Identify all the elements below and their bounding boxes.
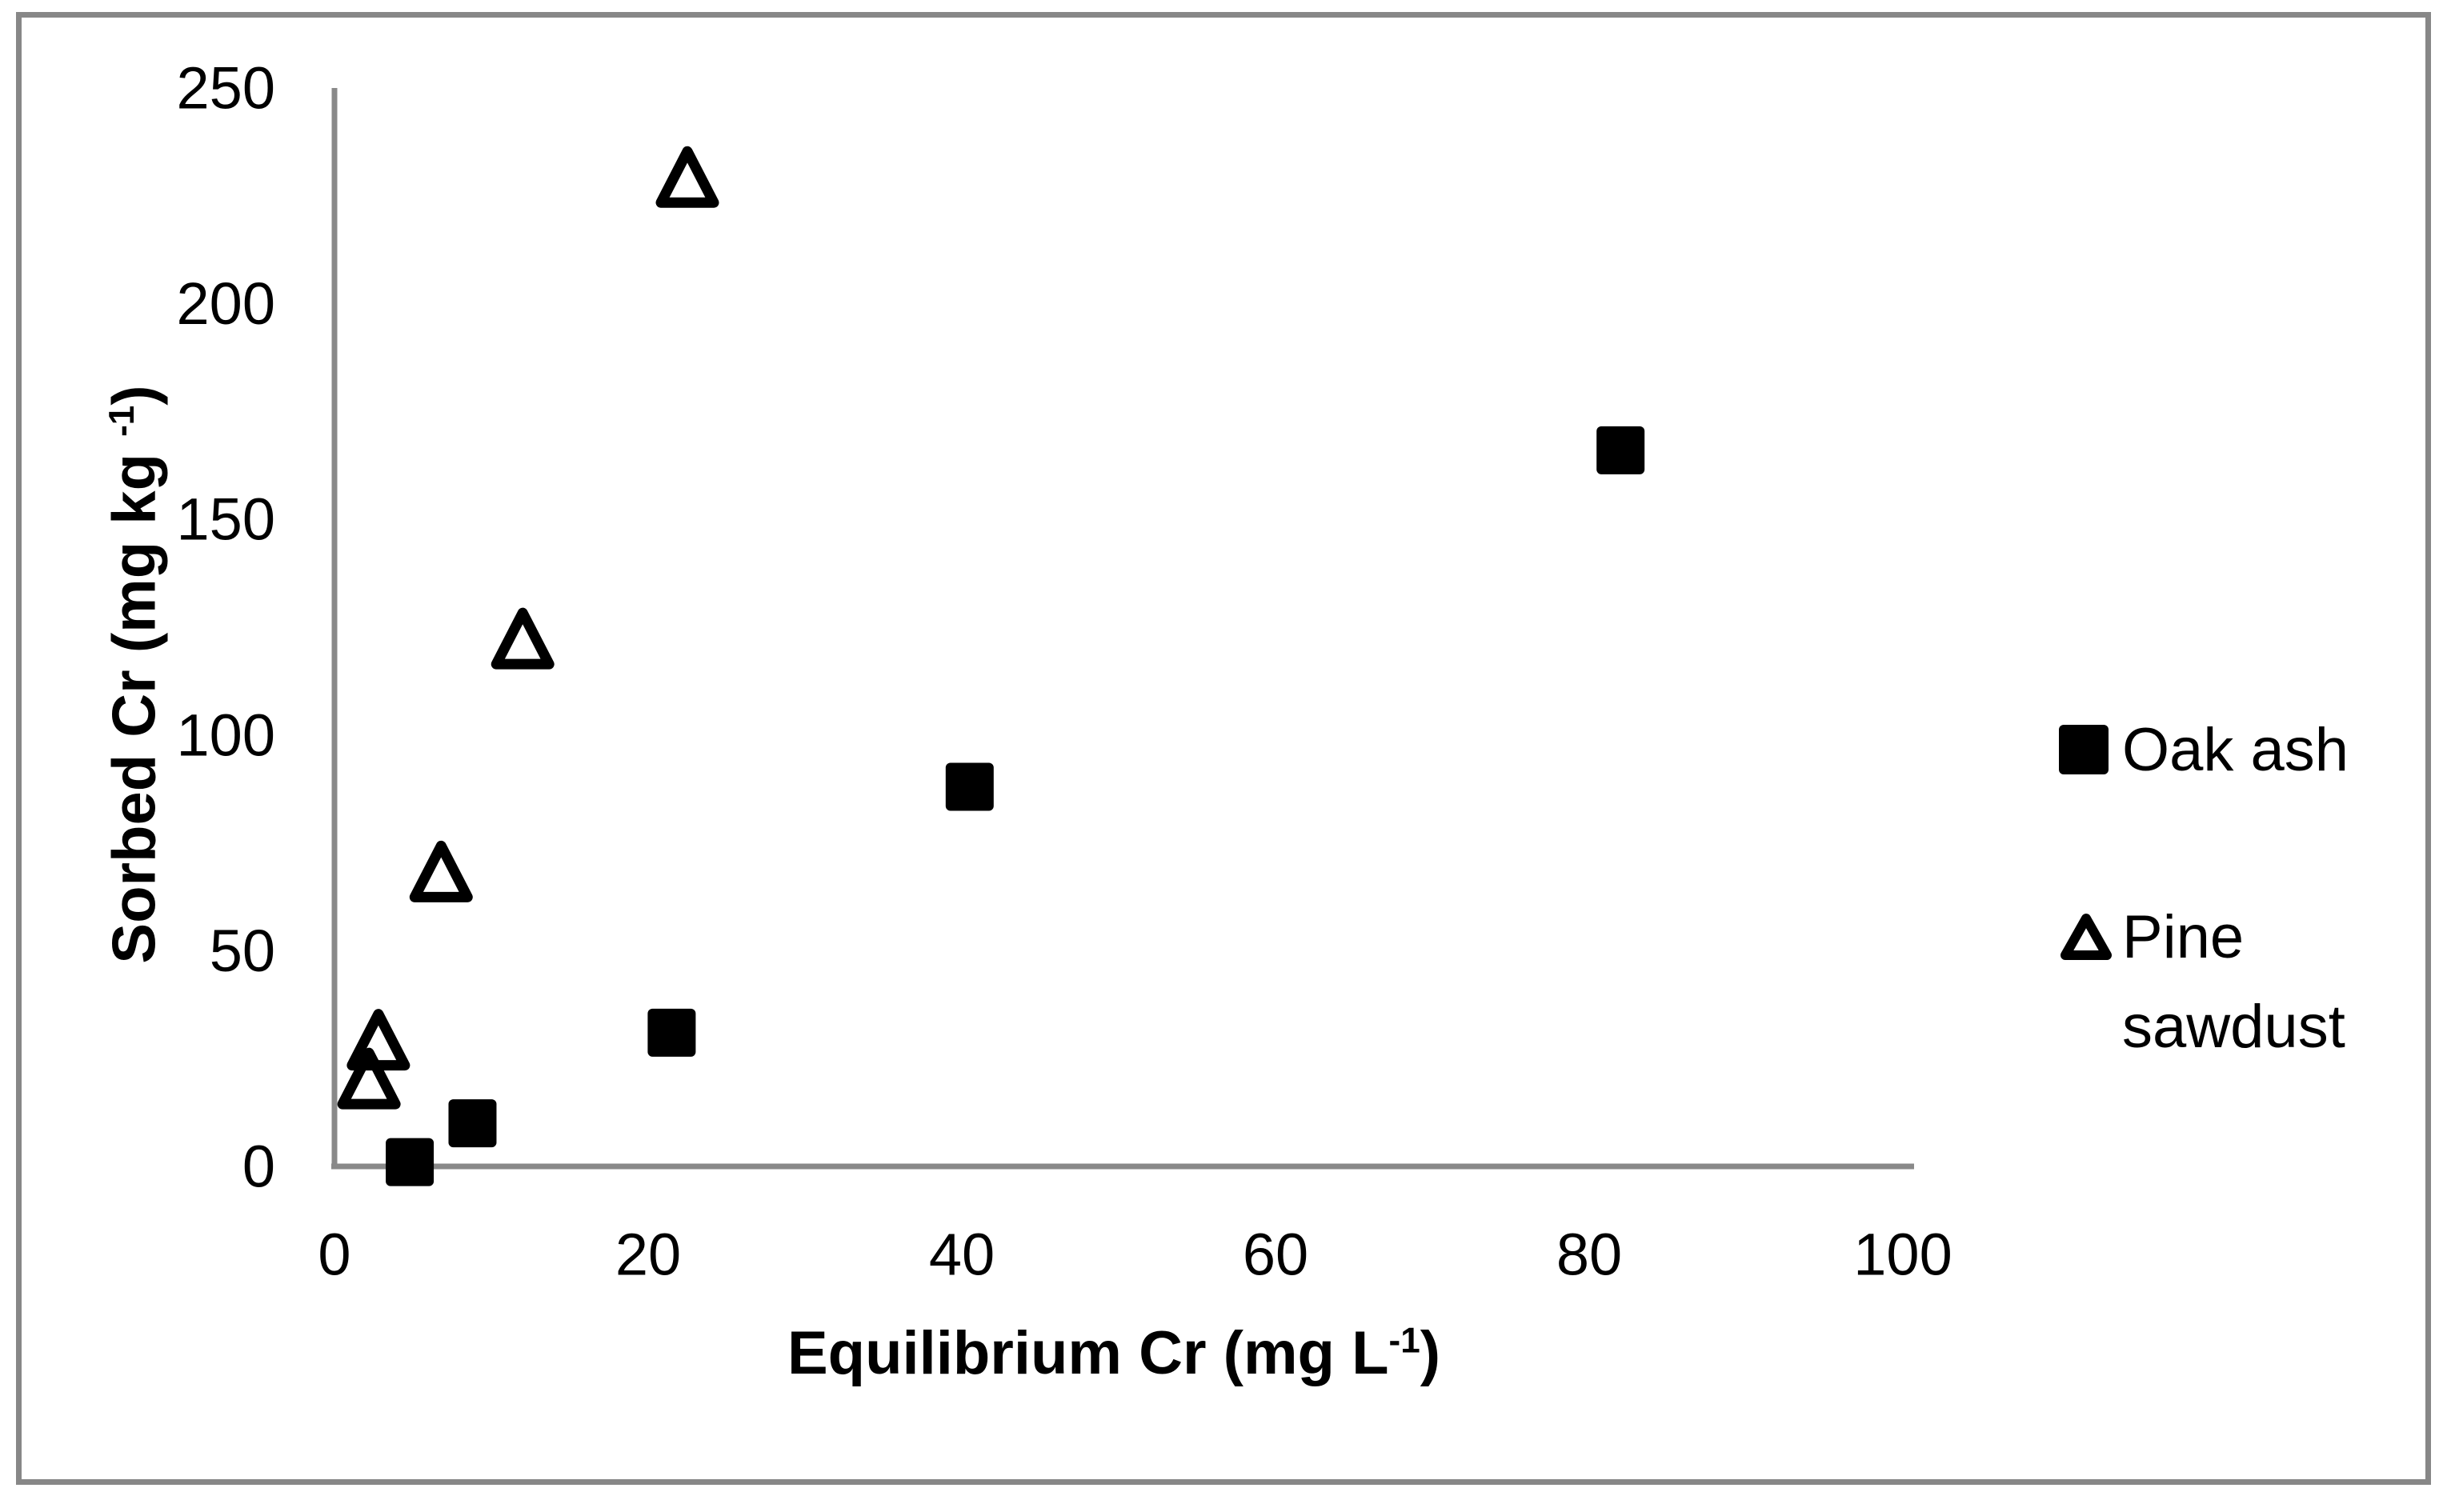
marker-pine-sawdust <box>491 607 555 670</box>
legend-oak-ash-marker <box>2059 725 2109 774</box>
marker-pine-sawdust <box>409 840 473 902</box>
y-axis-title-suffix: ) <box>100 385 169 406</box>
legend-pine-line2: sawdust <box>2122 993 2345 1061</box>
legend-pine-sawdust-marker <box>2061 914 2112 960</box>
y-tick-label: 150 <box>177 486 275 553</box>
marker-pine-sawdust <box>655 146 719 208</box>
x-axis-title-suffix: ) <box>1420 1319 1441 1387</box>
x-tick-label: 60 <box>1243 1222 1308 1288</box>
x-tick-label: 80 <box>1556 1222 1622 1288</box>
x-axis-title-superscript: -1 <box>1388 1321 1420 1361</box>
x-axis-title-main: Equilibrium Cr (mg L <box>787 1319 1389 1387</box>
y-tick-label: 0 <box>242 1134 275 1200</box>
marker-oak-ash <box>647 1008 696 1057</box>
x-axis-title: Equilibrium Cr (mg L-1) <box>787 1318 1440 1388</box>
marker-oak-ash <box>945 762 994 811</box>
legend-oak-ash-label: Oak ash <box>2122 716 2349 784</box>
x-tick-label: 0 <box>318 1222 350 1288</box>
y-tick-label: 250 <box>177 55 275 122</box>
y-axis-title-superscript: -1 <box>102 405 142 437</box>
marker-oak-ash <box>448 1099 497 1148</box>
marker-pine-sawdust <box>337 1047 401 1110</box>
legend-pine-line1: Pine <box>2122 903 2245 971</box>
y-tick-label: 50 <box>210 918 275 984</box>
y-tick-label: 200 <box>177 270 275 337</box>
figure-border <box>16 12 2431 1485</box>
marker-oak-ash <box>386 1138 435 1186</box>
marker-oak-ash <box>1596 426 1645 474</box>
y-axis-title-main: Sorbed Cr (mg kg <box>100 436 169 964</box>
x-tick-label: 100 <box>1853 1222 1952 1288</box>
legend-pine-sawdust-label: Pine sawdust <box>2122 893 2345 1072</box>
y-axis-title: Sorbed Cr (mg kg -1) <box>100 385 170 963</box>
x-tick-label: 20 <box>615 1222 681 1288</box>
x-tick-label: 40 <box>929 1222 995 1288</box>
y-tick-label: 100 <box>177 702 275 768</box>
marker-pine-sawdust <box>346 1009 411 1071</box>
